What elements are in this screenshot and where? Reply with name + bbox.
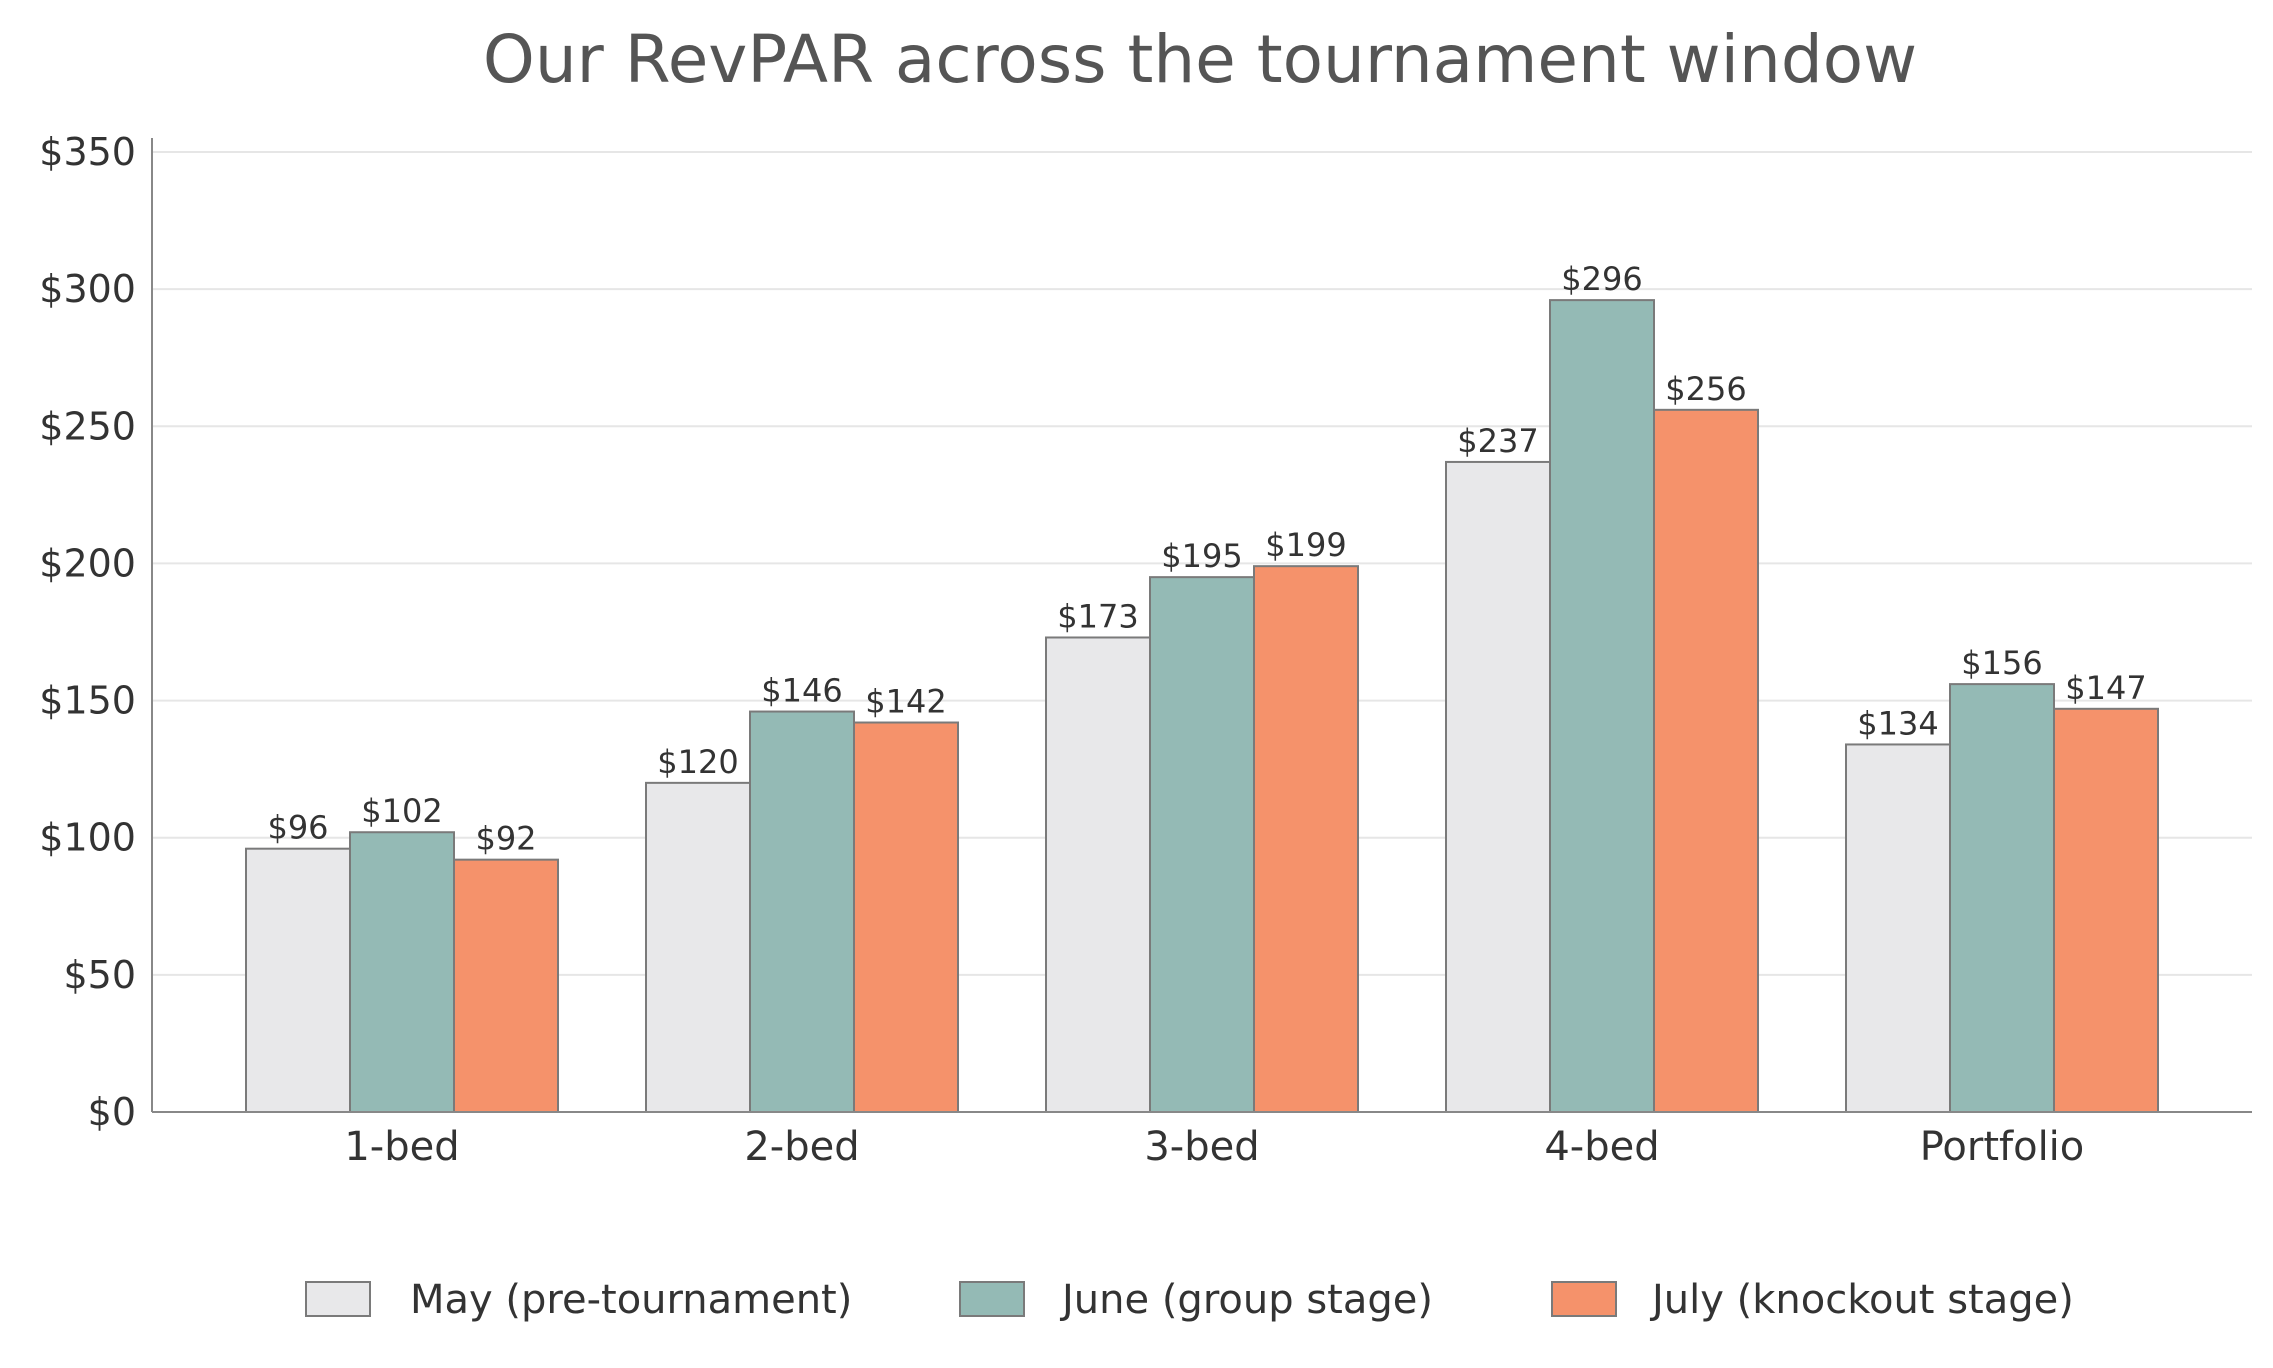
data-label: $256 [1665,370,1746,408]
data-label: $296 [1561,260,1642,298]
bar [1149,576,1255,1113]
data-label: $96 [267,809,328,847]
bar [1445,460,1551,1113]
bar [1253,565,1359,1113]
y-tick-label: $200 [39,541,136,585]
y-tick-label: $350 [39,130,136,174]
data-label: $195 [1161,537,1242,575]
data-label: $199 [1265,526,1346,564]
x-tick-label: 4-bed [1544,1124,1659,1170]
data-label: $92 [475,820,536,858]
legend-label: July (knockout stage) [1649,1277,2074,1323]
data-label: $146 [761,672,842,710]
bar [349,831,455,1113]
bar [1045,636,1151,1113]
y-tick-label: $0 [88,1090,136,1134]
bar [453,858,559,1114]
axes [151,138,2252,1113]
bar [645,781,751,1113]
chart-title: Our RevPAR across the tournament window [483,21,1917,98]
bar [1949,683,2055,1113]
data-label: $173 [1057,597,1138,635]
legend-label: May (pre-tournament) [410,1277,852,1323]
legend-label: June (group stage) [1059,1277,1433,1323]
bar [1653,408,1759,1114]
legend-swatch [1551,1281,1617,1317]
bars [245,299,2159,1114]
x-axis-ticks: 1-bed 2-bed 3-bed 4-bed Portfolio [344,1124,2084,1170]
data-label: $237 [1457,422,1538,460]
data-label: $142 [865,683,946,721]
x-tick-label: 2-bed [744,1124,859,1170]
x-tick-label: Portfolio [1920,1124,2085,1170]
data-labels: $96 $102 $92 $120 $146 $142 $173 $195 $199 $237 $2… [267,260,2146,858]
data-label: $156 [1961,644,2042,682]
data-label: $120 [657,743,738,781]
legend: May (pre-tournament) June (group stage) Ju… [305,1277,2074,1323]
y-tick-label: $50 [63,953,136,997]
y-axis-ticks: $0 $50 $100 $150 $200 $250 $300 $350 [39,130,136,1134]
y-tick-label: $300 [39,267,136,311]
bar [2053,707,2159,1113]
y-tick-label: $100 [39,816,136,860]
bar [853,721,959,1113]
data-label: $102 [361,792,442,830]
data-label: $147 [2065,669,2146,707]
y-tick-label: $250 [39,404,136,448]
x-tick-label: 3-bed [1144,1124,1259,1170]
legend-swatch [305,1281,371,1317]
y-tick-label: $150 [39,679,136,723]
bar [1845,743,1951,1113]
bar [245,847,351,1114]
bar [749,710,855,1113]
legend-swatch [959,1281,1025,1317]
x-tick-label: 1-bed [344,1124,459,1170]
bar [1549,299,1655,1114]
data-label: $134 [1857,704,1938,742]
